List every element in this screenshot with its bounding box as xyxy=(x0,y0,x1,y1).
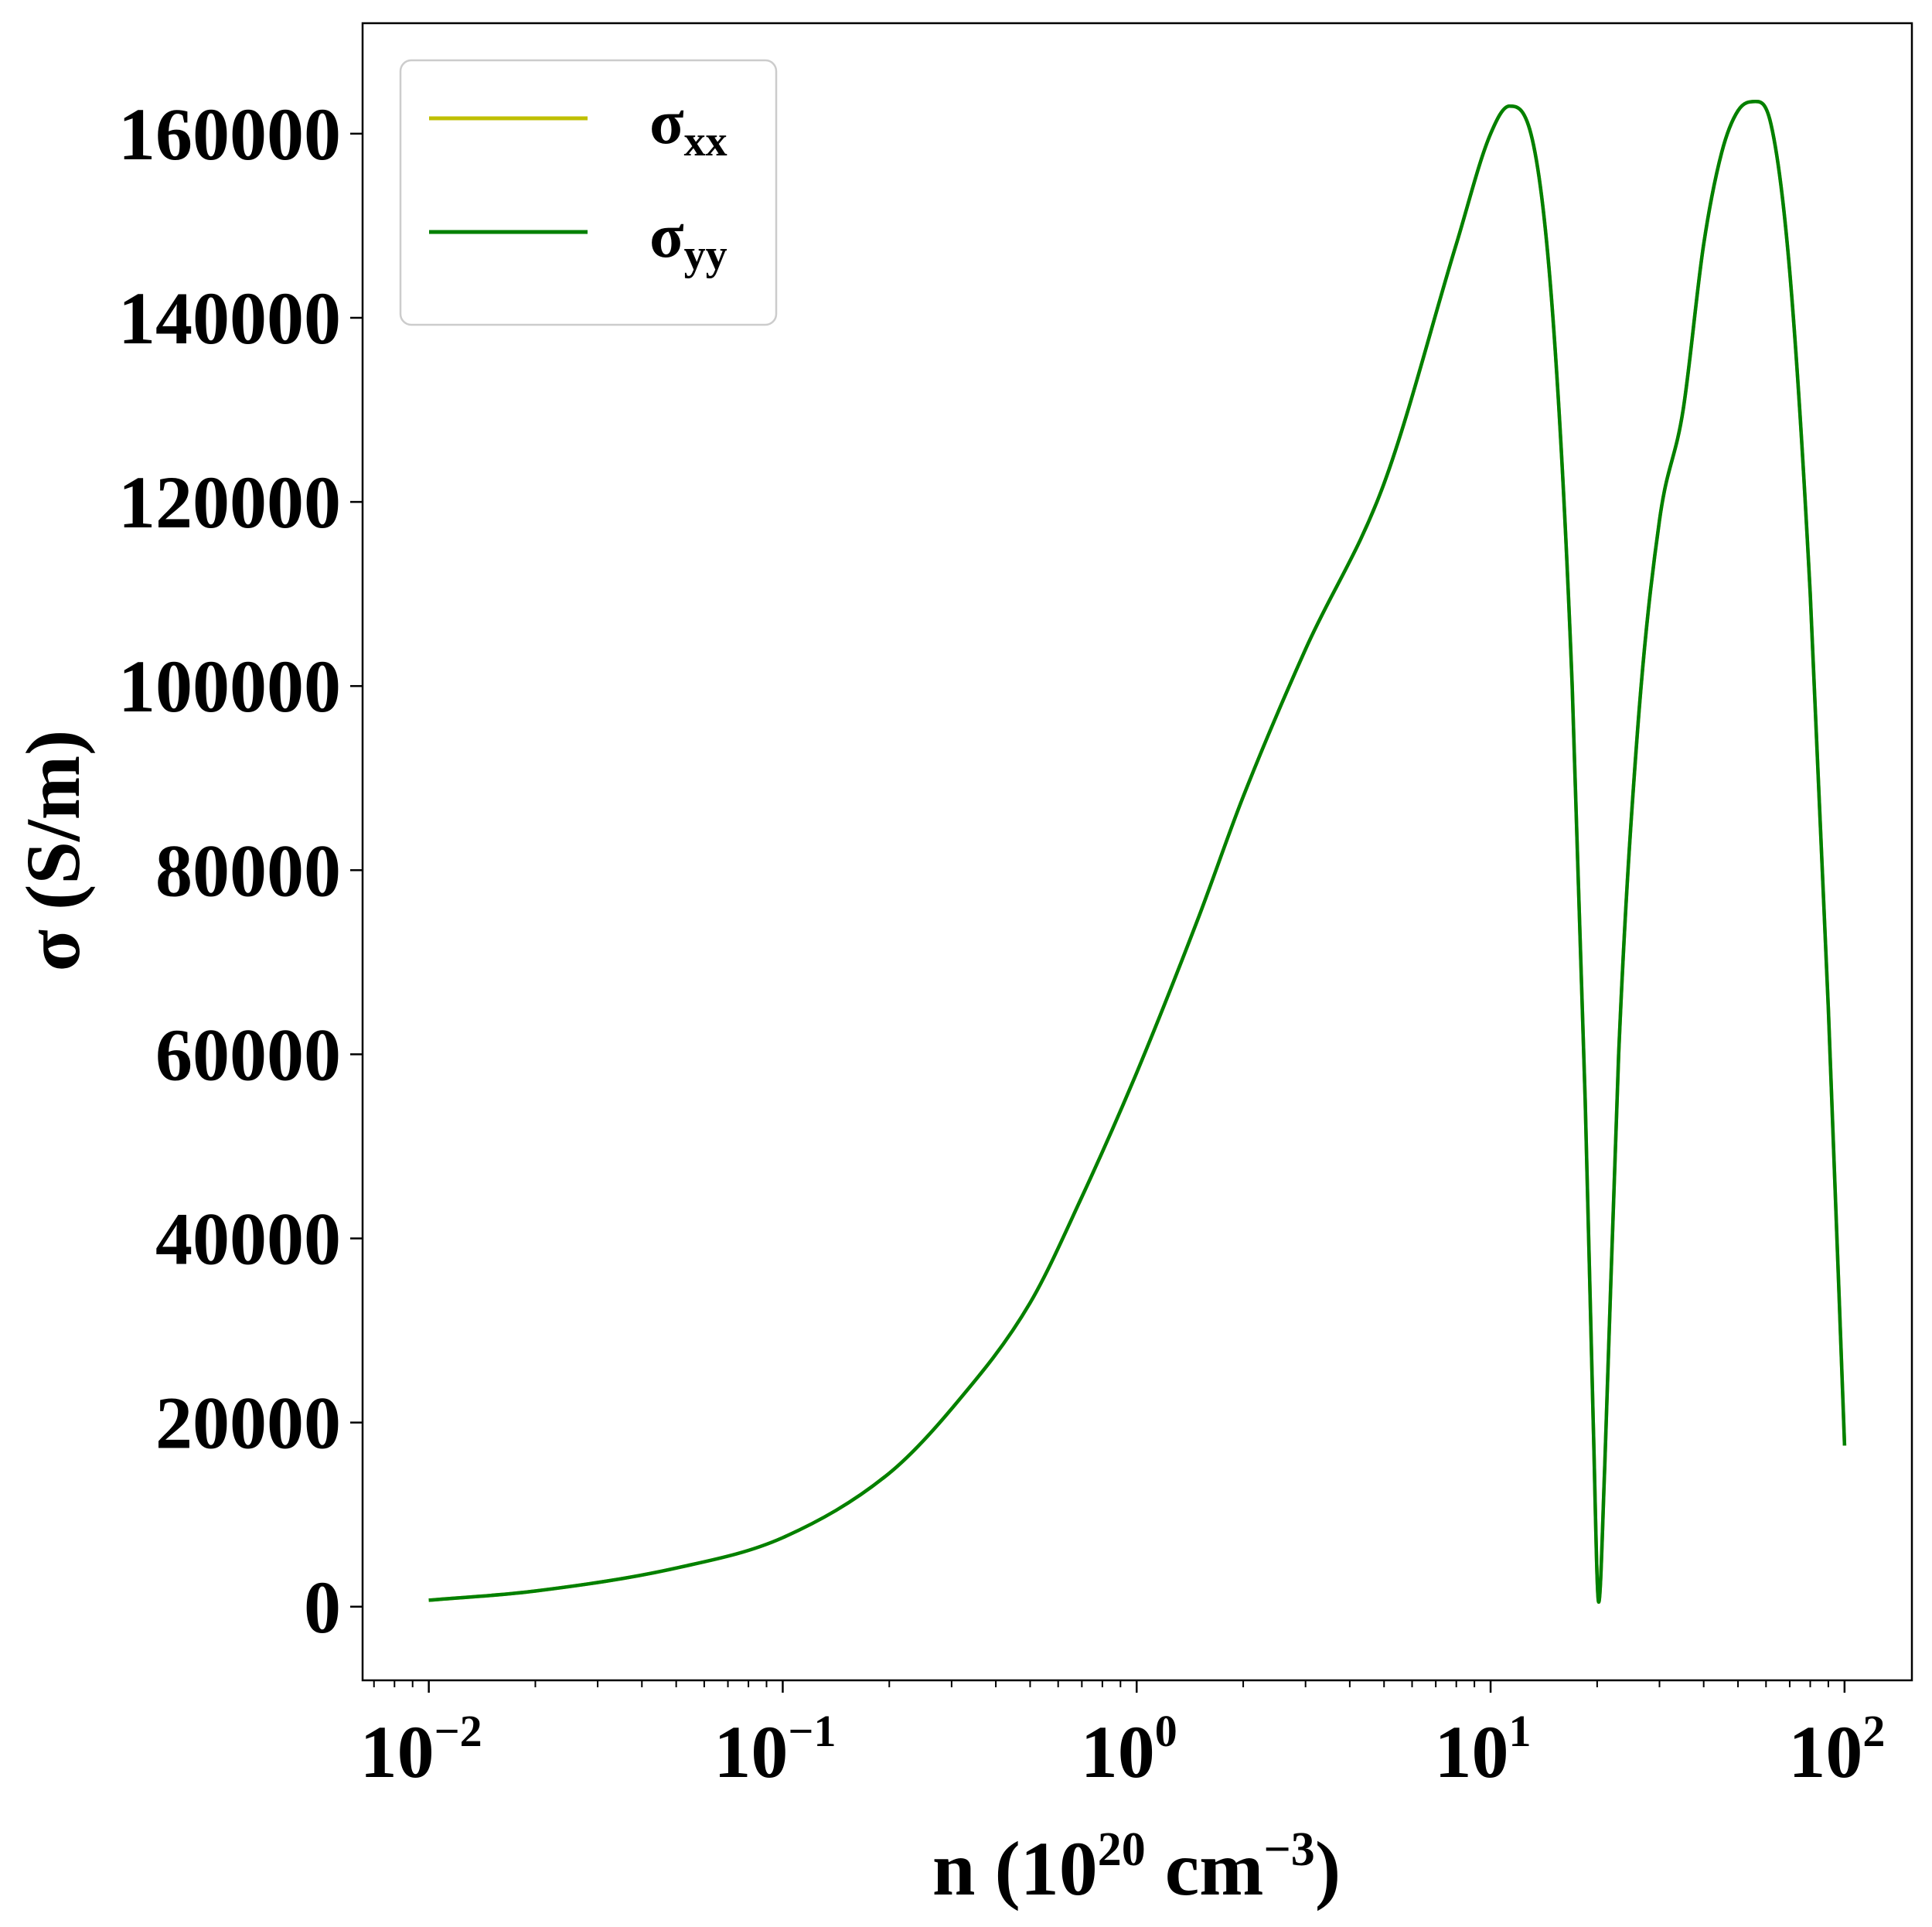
x-axis-label: n (1020 cm−3) xyxy=(932,1823,1341,1912)
y-tick-label: 40000 xyxy=(155,1198,341,1281)
legend-label-xx: σxx xyxy=(649,87,727,165)
legend-label-yy: σyy xyxy=(649,200,727,279)
y-tick-label: 120000 xyxy=(118,461,341,544)
y-axis: 0 20000 40000 60000 80000 100000 120000 140000 1… xyxy=(118,93,363,1649)
y-tick-label: 80000 xyxy=(155,829,341,912)
legend-frame xyxy=(399,59,778,326)
y-tick-label: 140000 xyxy=(118,277,341,360)
x-axis: 10−2 10−1 100 101 102 xyxy=(360,1680,1885,1793)
y-tick-label: 0 xyxy=(304,1566,341,1649)
y-tick-label: 100000 xyxy=(118,645,341,728)
y-tick-label: 20000 xyxy=(155,1382,341,1465)
x-tick-label: 101 xyxy=(1435,1706,1532,1793)
x-tick-label: 102 xyxy=(1788,1706,1885,1793)
y-tick-label: 60000 xyxy=(155,1013,341,1096)
x-tick-label: 10−1 xyxy=(714,1706,836,1793)
x-tick-label: 100 xyxy=(1081,1706,1177,1793)
legend: σxx σyy xyxy=(399,59,778,326)
y-tick-label: 160000 xyxy=(118,93,341,176)
y-axis-label: σ (S/m) xyxy=(10,730,96,972)
x-tick-label: 10−2 xyxy=(360,1706,482,1793)
series-line-yy xyxy=(428,99,1847,1605)
series-layer xyxy=(428,99,1847,1605)
